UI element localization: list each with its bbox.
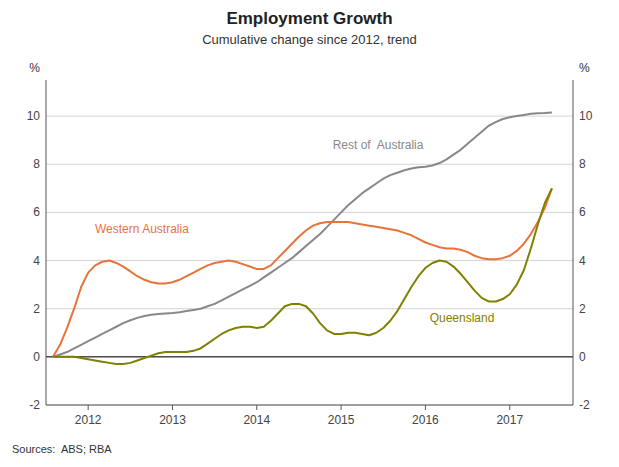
title: Employment Growth bbox=[226, 9, 392, 28]
lines bbox=[53, 113, 552, 365]
y-tick-label: 10 bbox=[27, 109, 41, 123]
series-label: Rest of Australia bbox=[333, 138, 424, 152]
subtitle: Cumulative change since 2012, trend bbox=[202, 32, 417, 47]
x-tick bbox=[341, 405, 342, 410]
series-label: Queensland bbox=[430, 311, 495, 325]
series-label: Western Australia bbox=[95, 222, 189, 236]
x-tick bbox=[172, 405, 173, 410]
y2-tick-label: 2 bbox=[579, 302, 586, 316]
y-tick-label: 8 bbox=[33, 157, 40, 171]
zero-line bbox=[46, 356, 573, 357]
y2-axis-label: % bbox=[579, 61, 590, 75]
y2-tick-label: 10 bbox=[579, 109, 593, 123]
grid-line bbox=[46, 212, 573, 213]
x-axis-line bbox=[46, 405, 573, 406]
grid bbox=[46, 116, 573, 405]
y-tick-label: 6 bbox=[33, 205, 40, 219]
y2-tick-label: -2 bbox=[579, 398, 590, 412]
source: Sources: ABS; RBA bbox=[12, 443, 112, 455]
y2-tick-label: 0 bbox=[579, 350, 586, 364]
y-tick-label: 4 bbox=[33, 254, 40, 268]
grid-line bbox=[46, 356, 573, 357]
chart: Employment Growth Cumulative change since… bbox=[0, 0, 619, 467]
x-tick-label: 2017 bbox=[496, 413, 523, 427]
y2-axis-line bbox=[573, 80, 574, 405]
x-tick bbox=[88, 405, 89, 410]
grid-line bbox=[46, 116, 573, 117]
grid-line bbox=[46, 405, 573, 406]
y-tick-label: -2 bbox=[29, 398, 40, 412]
y-axis-label: % bbox=[29, 61, 40, 75]
x-tick bbox=[509, 405, 510, 410]
y2-tick-label: 4 bbox=[579, 254, 586, 268]
series-line bbox=[53, 188, 552, 357]
series-line bbox=[53, 188, 552, 364]
y-axis-line bbox=[46, 80, 47, 405]
series-line bbox=[53, 113, 552, 357]
x-tick bbox=[256, 405, 257, 410]
y-tick-label: 2 bbox=[33, 302, 40, 316]
y-tick-label: 0 bbox=[33, 350, 40, 364]
x-tick-label: 2014 bbox=[243, 413, 270, 427]
x-tick-label: 2015 bbox=[328, 413, 355, 427]
x-tick-label: 2016 bbox=[412, 413, 439, 427]
x-tick-label: 2013 bbox=[159, 413, 186, 427]
x-tick bbox=[425, 405, 426, 410]
x-tick-label: 2012 bbox=[75, 413, 102, 427]
y2-tick-label: 8 bbox=[579, 157, 586, 171]
y2-tick-label: 6 bbox=[579, 205, 586, 219]
grid-line bbox=[46, 164, 573, 165]
